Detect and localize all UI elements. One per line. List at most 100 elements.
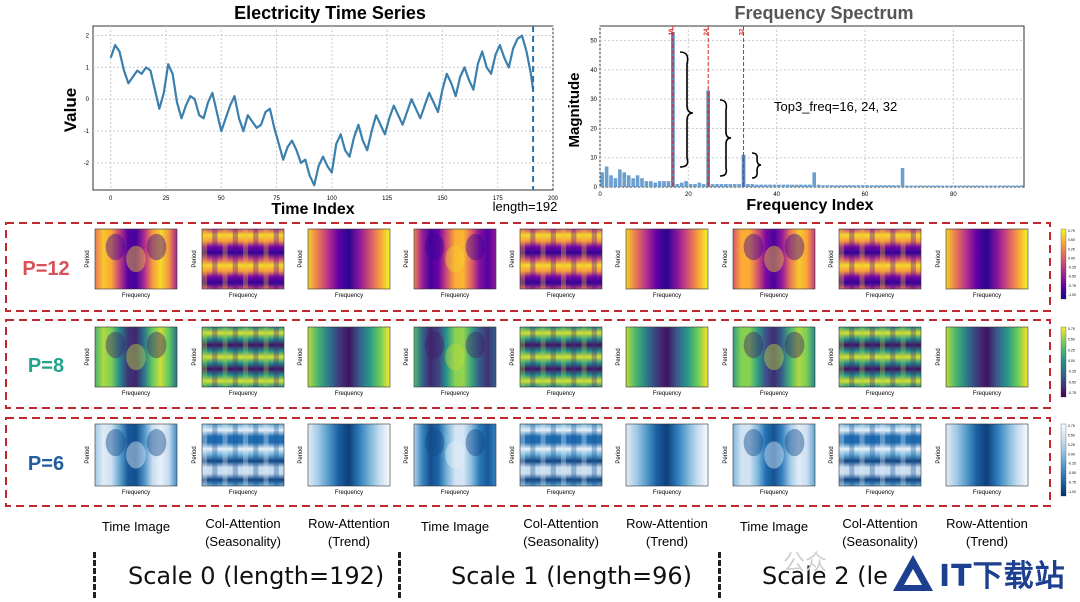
heatmap-blob <box>784 331 805 359</box>
spectrum-bar <box>772 184 777 187</box>
spectrum-bar <box>662 181 666 187</box>
heatmap-panel <box>95 327 177 387</box>
x-tick-label: 50 <box>218 196 225 202</box>
heatmap-stripe <box>910 229 916 289</box>
heatmap-stripe <box>880 327 886 387</box>
heatmap-stripe <box>550 327 556 387</box>
time-series-ylabel: Value <box>61 88 80 132</box>
heatmap-frame <box>838 228 922 290</box>
y-tick-label: 0 <box>594 185 598 191</box>
heatmap-blob <box>126 245 146 273</box>
colorbar-tick: 0.00 <box>1068 452 1075 456</box>
heatmap-ylabel: Period <box>723 348 729 365</box>
heatmap-frame <box>945 423 1029 487</box>
column-label: Col-Attention <box>523 516 598 531</box>
heatmap-stripe <box>591 229 597 289</box>
row-box-P=12 <box>5 222 1051 312</box>
colorbar-tick: 0.75 <box>1068 229 1075 233</box>
spectrum-bar <box>785 184 790 187</box>
column-label: (Trend) <box>328 534 370 549</box>
spectrum-bar <box>724 184 728 187</box>
heatmap-blob <box>784 233 805 261</box>
column-label: (Seasonality) <box>523 534 599 549</box>
spectrum-bar <box>671 31 675 187</box>
spectrum-bar <box>719 184 724 187</box>
heatmap-xlabel: Frequency <box>760 293 788 299</box>
x-tick-label: 75 <box>273 196 280 202</box>
heatmap-panel <box>839 229 921 289</box>
colorbar-tick: -0.75 <box>1068 284 1076 288</box>
heatmap-stripe <box>571 229 577 289</box>
y-tick-label: 40 <box>590 68 597 74</box>
spectrum-bar <box>918 185 923 187</box>
spectrum-bar <box>1015 185 1020 187</box>
spectrum-bar <box>971 185 976 187</box>
heatmap-stripe <box>212 327 218 387</box>
heatmap-blob <box>465 428 486 457</box>
colorbar-tick: -0.50 <box>1068 380 1076 384</box>
brace-3 <box>751 152 762 179</box>
spectrum-bar <box>944 185 949 187</box>
heatmap-blob <box>146 331 167 359</box>
heatmap-blob <box>126 343 146 371</box>
spectrum-bar <box>966 185 971 187</box>
spectrum-bar <box>688 184 693 187</box>
colorbar-tick: -0.25 <box>1068 462 1076 466</box>
heatmap-stripe <box>243 229 249 289</box>
heatmap-ylabel: Period <box>298 446 304 463</box>
heatmap-ylabel: Period <box>936 348 942 365</box>
brace-2 <box>719 99 732 177</box>
spectrum-bar <box>953 185 958 187</box>
spectrum-bar <box>657 181 662 187</box>
heatmap-blob <box>445 441 465 469</box>
y-tick-label: 1 <box>86 65 90 71</box>
spectrum-bar <box>750 184 755 187</box>
heatmap-frame <box>94 423 178 487</box>
y-tick-label: -1 <box>84 129 90 135</box>
x-tick-label: 125 <box>382 196 393 202</box>
magnitude-braces <box>679 51 762 179</box>
heatmap-panel <box>626 424 708 486</box>
colorbar-tick: -1.00 <box>1068 490 1076 494</box>
heatmap-stripe <box>540 327 546 387</box>
x-tick-label: 25 <box>163 196 170 202</box>
colorbar-tick: 0.50 <box>1068 238 1075 242</box>
spectrum-bar <box>834 185 839 187</box>
y-tick-label: 30 <box>590 97 597 103</box>
heatmap-stripe <box>253 327 259 387</box>
heatmap-stripe <box>561 229 567 289</box>
colorbar-tick: 0.50 <box>1068 338 1075 342</box>
heatmap-panel <box>202 229 284 289</box>
column-label: Time Image <box>102 519 170 534</box>
time-series-frame <box>92 25 554 191</box>
heatmap-blob <box>424 331 445 359</box>
spectrum-bar <box>715 184 719 187</box>
heatmap-stripe <box>520 229 526 289</box>
heatmap-blob <box>126 441 146 469</box>
spectrum-bar <box>931 185 936 187</box>
heatmap-ylabel: Period <box>298 250 304 267</box>
heatmap-frame <box>307 423 391 487</box>
spectrum-bar <box>631 178 635 187</box>
spectrum-bar <box>847 185 852 187</box>
colorbar-tick: 0.00 <box>1068 359 1075 363</box>
colorbar-tick: -0.50 <box>1068 471 1076 475</box>
heatmap-stripe <box>869 327 875 387</box>
column-labels: Time Image Col-Attention (Seasonality) Row-… <box>102 516 1028 549</box>
heatmap-stripe <box>232 229 238 289</box>
heatmap-stripe <box>253 424 259 486</box>
heatmap-ylabel: Period <box>616 250 622 267</box>
colorbar-tick: -0.75 <box>1068 481 1076 485</box>
column-label: Col-Attention <box>205 516 280 531</box>
logo-triangle-icon <box>893 555 933 591</box>
heatmap-frame <box>307 228 391 290</box>
x-tick-label: 40 <box>773 192 780 198</box>
heatmap-panel <box>733 229 815 289</box>
site-logo: IT下载站 <box>893 548 1073 598</box>
heatmap-frame <box>732 423 816 487</box>
length-annotation: length=192 <box>493 199 558 214</box>
spectrum-bar <box>980 185 984 187</box>
heatmap-xlabel: Frequency <box>229 391 257 397</box>
heatmap-ylabel: Period <box>510 446 516 463</box>
heatmap-stripe <box>520 327 526 387</box>
